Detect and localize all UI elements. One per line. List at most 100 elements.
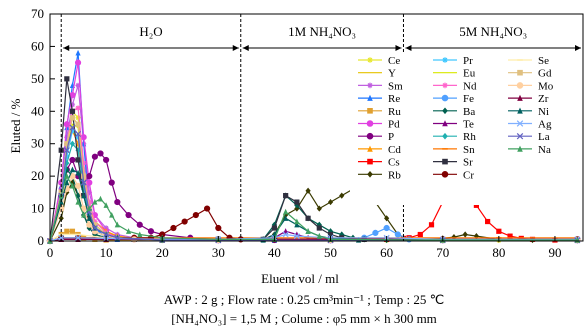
legend-item-ag: Ag [508,119,552,131]
legend-label: P [388,131,394,143]
legend-label: Rb [388,169,401,181]
legend-item-pd: Pd [358,119,400,131]
data-point [441,171,449,178]
data-point [283,208,289,215]
legend-item-cr: Cr [433,169,474,181]
data-point [271,225,278,231]
data-point [394,231,401,238]
legend-item-rh: Rh [433,131,476,143]
caption-line-1: AWP : 2 g ; Flow rate : 0.25 cm³min⁻¹ ; … [164,292,444,307]
region-arrow-head [242,45,249,51]
data-point [64,134,70,140]
data-point [136,221,143,228]
data-point [367,108,373,114]
data-point [86,173,93,180]
data-point [367,94,373,101]
legend-label: Ag [538,119,552,131]
data-point [74,59,82,66]
data-point [69,228,76,234]
data-point [367,171,373,178]
legend-item-te: Te [433,119,474,131]
data-point [366,120,374,127]
data-point [496,228,502,234]
legend-label: Pd [388,119,400,131]
data-point [97,195,104,202]
data-point [442,158,448,165]
x-tick-label: 80 [492,245,505,260]
data-point [81,173,87,179]
legend-label: Te [463,119,474,131]
data-point [125,228,132,234]
data-point [75,105,81,111]
data-point [86,221,93,228]
legend-label: Na [538,144,551,156]
legend-label: Ce [388,55,400,67]
data-point [64,141,70,147]
data-point [69,140,76,147]
data-point [517,107,523,114]
data-point [181,218,188,225]
data-point [109,211,115,218]
data-point [428,222,435,228]
legend-item-p: P [358,131,394,143]
x-tick-label: 90 [548,245,561,260]
legend-label: Rh [463,131,476,143]
legend-item-cs: Cs [358,157,400,169]
data-point [114,198,121,206]
y-tick-label: 60 [31,38,44,53]
y-tick-label: 0 [38,233,45,248]
x-tick-label: 20 [156,245,169,260]
data-point [294,218,300,225]
data-point [293,233,300,240]
legend-label: Ru [388,106,401,118]
data-point [58,234,65,241]
data-point [485,218,491,225]
data-point [367,158,373,165]
data-point [69,124,76,131]
data-point [64,154,70,160]
data-point [108,179,115,186]
data-point [215,224,222,232]
region-arrow-head [63,45,70,51]
data-point [316,225,322,231]
legend-label: Sm [388,80,403,92]
region-arrow-head [232,45,239,51]
data-point [69,182,76,189]
legend-item-cd: Cd [358,144,401,156]
legend-label: Ba [463,106,475,118]
x-axis-label: Eluent vol / ml [261,271,339,286]
data-point [137,231,143,238]
legend-label: Nd [463,80,477,92]
legend-label: Y [388,68,396,80]
legend-label: Cd [388,144,401,156]
legend-item-ru: Ru [358,106,401,118]
region-label: 5M NH₄NO₃ [459,24,527,39]
data-point [69,102,76,108]
data-point [75,234,82,241]
legend-label: Fe [463,93,474,105]
x-tick-label: 30 [212,245,225,260]
data-point [81,192,87,199]
x-tick-label: 40 [268,245,281,260]
legend-item-re: Re [358,93,400,105]
legend-label: La [538,131,550,143]
data-point [64,173,70,179]
legend-item-sm: Sm [358,80,403,92]
data-point [383,224,390,232]
data-point [86,215,92,221]
data-point [91,225,98,232]
y-tick-label: 40 [31,103,44,118]
data-point [305,187,311,194]
y-tick-label: 50 [31,71,44,86]
region-arrow-head [575,45,581,51]
data-point [75,157,81,163]
data-point [86,205,92,212]
data-point [271,221,278,228]
data-point [75,49,81,56]
legend-box [350,52,578,205]
data-point [327,198,334,206]
legend-label: Cr [463,169,474,181]
data-point [203,205,211,212]
x-tick-label: 60 [380,245,393,260]
